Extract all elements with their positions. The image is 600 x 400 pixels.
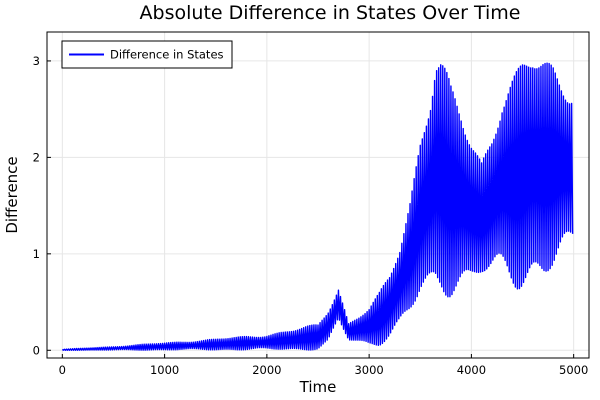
series-layer	[61, 62, 574, 351]
y-tick-label: 2	[33, 150, 40, 164]
x-tick-label: 4000	[457, 363, 486, 377]
chart-title: Absolute Difference in States Over Time	[140, 2, 521, 24]
y-tick-label: 3	[33, 54, 40, 68]
x-tick-label: 3000	[354, 363, 383, 377]
y-tick-label: 0	[33, 343, 40, 357]
ticks: 0 1000 2000 3000 4000 5000 0 1 2 3	[33, 54, 589, 377]
legend: Difference in States	[61, 40, 233, 69]
legend-label: Difference in States	[110, 48, 224, 62]
y-tick-label: 1	[33, 247, 40, 261]
x-axis-label: Time	[299, 378, 337, 396]
y-axis-label: Difference	[3, 156, 21, 233]
plot-frame	[46, 31, 590, 359]
series-line-difference-in-states	[61, 62, 574, 351]
x-tick-label: 5000	[559, 363, 588, 377]
x-tick-label: 1000	[150, 363, 179, 377]
x-tick-label: 0	[59, 363, 66, 377]
x-tick-label: 2000	[252, 363, 281, 377]
